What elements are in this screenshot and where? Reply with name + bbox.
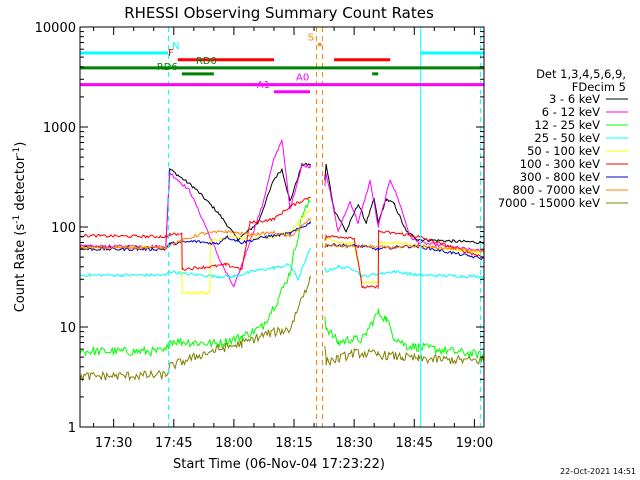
plot-frame (79, 26, 485, 428)
state-bars: NF RD0 RD6 A0 A1 S (80, 32, 484, 94)
state-label-rd6: RD6 (157, 62, 178, 73)
x-tick-label-7: 19:00 (456, 436, 493, 451)
axis-ticks: 17:30 17:45 18:00 18:15 18:30 18:45 19:00 1 10 10… (35, 21, 493, 451)
state-label-rd0: RD0 (196, 56, 217, 67)
y-tick-label-3: 100 (51, 221, 76, 236)
series-line-9 (79, 275, 485, 383)
x-tick-label-4: 18:15 (275, 436, 312, 451)
state-label-s: S (308, 32, 314, 43)
state-label-n: N (172, 41, 179, 52)
x-axis-label: Start Time (06-Nov-04 17:23:22) (173, 457, 385, 472)
legend-label-9: 7000 - 15000 keV (498, 196, 600, 210)
x-tick-label-1: 17:30 (95, 436, 132, 451)
legend-label-6: 100 - 300 keV (520, 157, 600, 171)
chart-title: RHESSI Observing Summary Count Rates (124, 4, 434, 22)
vertical-markers (79, 27, 481, 427)
legend-label-8: 800 - 7000 keV (512, 183, 600, 197)
state-label-a1: A1 (257, 80, 270, 91)
x-tick-label-3: 18:00 (215, 436, 252, 451)
legend-label-5: 50 - 100 keV (527, 144, 600, 158)
legend-label-1: 3 - 6 keV (549, 92, 600, 106)
series-line-4 (79, 248, 485, 281)
legend-label-7: 300 - 800 keV (520, 170, 600, 184)
series-line-2 (79, 139, 485, 288)
series-line-1 (79, 162, 485, 250)
series-layer (79, 139, 485, 383)
x-tick-label-2: 17:45 (155, 436, 192, 451)
legend-title-line-2: FDecim 5 (572, 80, 626, 94)
y-tick-label-5: 10000 (35, 21, 76, 36)
legend-label-2: 6 - 12 keV (542, 105, 600, 119)
series-line-3 (79, 198, 485, 361)
state-label-f: F (168, 48, 174, 59)
legend-label-3: 12 - 25 keV (534, 118, 600, 132)
y-tick-label-2: 10 (59, 321, 76, 336)
legend-label-4: 25 - 50 keV (534, 131, 600, 145)
x-tick-label-5: 18:30 (335, 436, 372, 451)
y-tick-label-4: 1000 (43, 121, 76, 136)
series-line-5 (79, 208, 485, 296)
y-tick-label-1: 1 (68, 421, 76, 436)
series-line-8 (79, 218, 485, 253)
legend-title-line-1: Det 1,3,4,5,6,9, (536, 67, 626, 81)
series-line-6 (80, 196, 485, 289)
state-label-a0: A0 (296, 73, 309, 84)
x-tick-label-6: 18:45 (396, 436, 433, 451)
timestamp: 22-Oct-2021 14:51 (560, 467, 636, 476)
y-axis-label: Count Rate (s-1 detector-1) (12, 142, 28, 313)
